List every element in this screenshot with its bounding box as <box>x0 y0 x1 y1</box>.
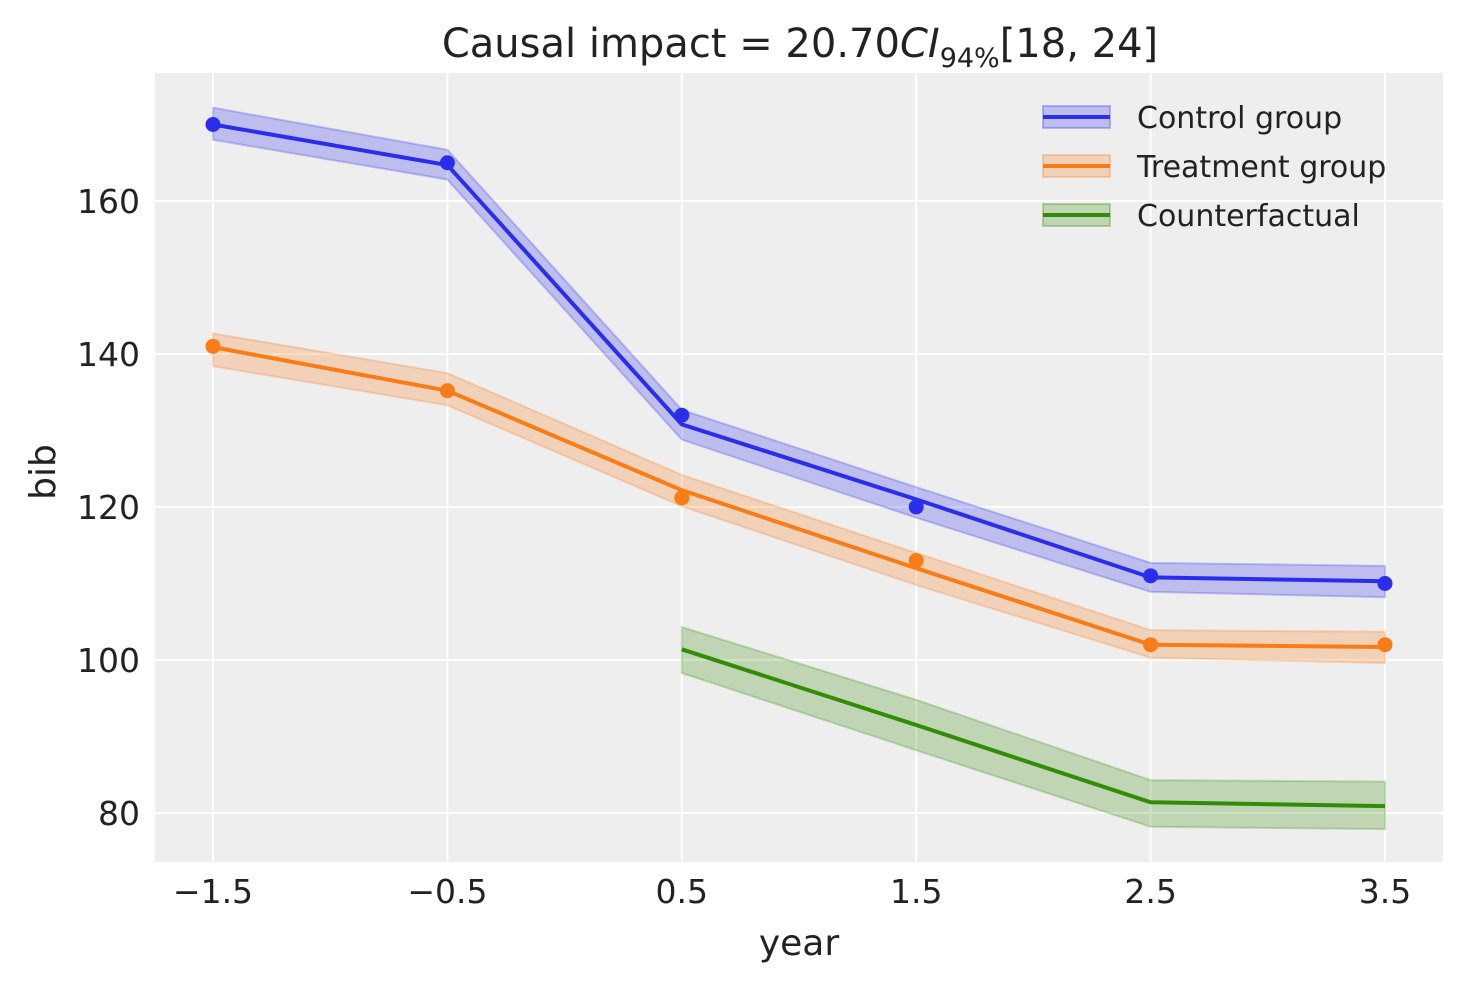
data-point <box>439 155 455 171</box>
data-point <box>908 553 924 569</box>
x-tick-label: −1.5 <box>173 872 253 911</box>
line-control-group <box>212 122 1386 584</box>
data-point <box>205 117 221 132</box>
y-tick-label: 120 <box>77 488 140 527</box>
data-point <box>674 407 690 423</box>
title-suffix: [18, 24] <box>1000 21 1158 67</box>
y-tick-label: 160 <box>77 182 140 221</box>
data-point <box>1143 568 1159 584</box>
data-point <box>1143 637 1159 653</box>
x-tick-label: 0.5 <box>656 872 708 911</box>
legend-label: Control group <box>1137 101 1342 136</box>
legend-label: Counterfactual <box>1137 199 1360 234</box>
legend: Control group Treatment group Counterfactu… <box>1042 101 1386 234</box>
x-tick-label: −0.5 <box>407 872 487 911</box>
data-point <box>908 499 924 515</box>
data-point <box>439 383 455 399</box>
y-axis-label: bib <box>23 444 64 500</box>
y-tick-label: 80 <box>98 794 140 833</box>
title-prefix: Causal impact = 20.70 <box>442 21 900 67</box>
observed-points <box>205 117 1393 653</box>
data-point <box>205 338 221 354</box>
tick-labels: −1.5 −0.5 0.5 1.5 2.5 3.5 80 100 120 140 160 <box>77 182 1411 911</box>
series-lines <box>212 122 1386 809</box>
y-tick-label: 140 <box>77 335 140 374</box>
x-tick-label: 3.5 <box>1359 872 1411 911</box>
title-subscript: 94% <box>940 43 1000 74</box>
x-tick-label: 1.5 <box>890 872 942 911</box>
line-counterfactual <box>681 647 1386 809</box>
data-point <box>674 490 690 506</box>
data-point <box>1377 637 1393 653</box>
grid <box>155 73 1443 862</box>
x-tick-label: 2.5 <box>1124 872 1176 911</box>
legend-label: Treatment group <box>1136 150 1386 185</box>
data-point <box>1377 576 1393 591</box>
line-treatment-group <box>212 345 1386 649</box>
band-counterfactual <box>680 625 1386 831</box>
chart-title: Causal impact = 20.70CI94%[18, 24] <box>442 21 1158 74</box>
title-ci: CI <box>900 21 940 67</box>
y-tick-label: 100 <box>77 641 140 680</box>
x-axis-label: year <box>759 923 840 964</box>
plot-background <box>155 73 1443 862</box>
